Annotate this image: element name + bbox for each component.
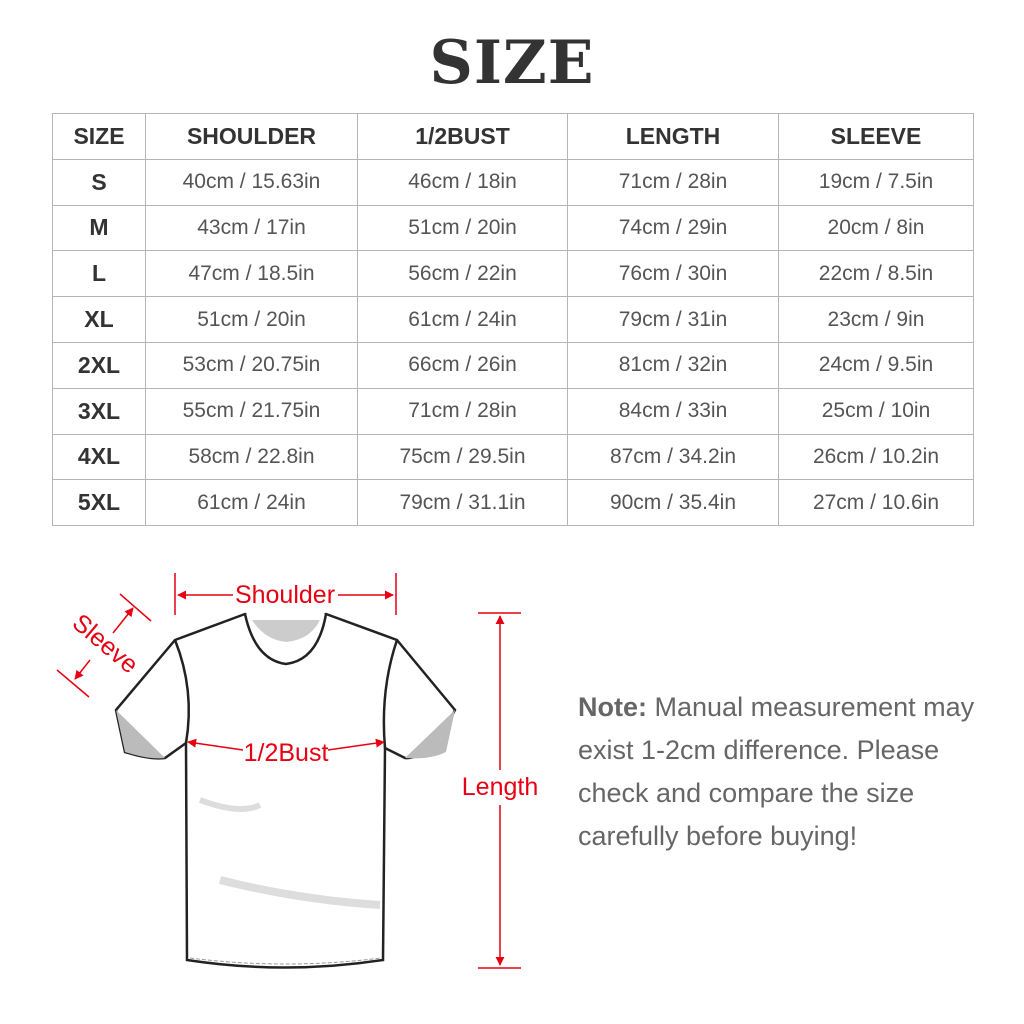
measurement-cell: 74cm / 29in bbox=[567, 204, 779, 252]
note-label: Note: bbox=[578, 692, 647, 722]
measurement-cell: 25cm / 10in bbox=[778, 387, 974, 435]
measurement-cell: 51cm / 20in bbox=[357, 204, 568, 252]
note-text: Manual measurement may exist 1-2cm diffe… bbox=[578, 692, 975, 851]
page-title: SIZE bbox=[429, 28, 595, 98]
bust-label: 1/2Bust bbox=[244, 739, 329, 767]
note: Note: Manual measurement may exist 1-2cm… bbox=[578, 686, 998, 858]
size-cell: L bbox=[52, 250, 146, 298]
table-row: 2XL 53cm / 20.75in 66cm / 26in 81cm / 32in 2… bbox=[52, 341, 974, 389]
table-row: 3XL 55cm / 21.75in 71cm / 28in 84cm / 33in 2… bbox=[52, 387, 974, 435]
measurement-cell: 24cm / 9.5in bbox=[778, 341, 974, 389]
measurement-cell: 56cm / 22in bbox=[357, 250, 568, 298]
table-row: XL 51cm / 20in 61cm / 24in 79cm / 31in 23cm … bbox=[52, 296, 974, 343]
size-table: SIZE SHOULDER 1/2BUST LENGTH SLEEVE S 40cm / … bbox=[52, 113, 974, 527]
measurement-cell: 55cm / 21.75in bbox=[145, 387, 358, 435]
column-header: SIZE bbox=[52, 113, 146, 160]
size-cell: 4XL bbox=[52, 433, 146, 481]
measurement-cell: 51cm / 20in bbox=[145, 296, 358, 343]
measurement-cell: 22cm / 8.5in bbox=[778, 250, 974, 298]
measurement-cell: 61cm / 24in bbox=[145, 479, 358, 527]
measurement-cell: 19cm / 7.5in bbox=[778, 158, 974, 206]
measurement-cell: 76cm / 30in bbox=[567, 250, 779, 298]
measurement-cell: 84cm / 33in bbox=[567, 387, 779, 435]
measurement-cell: 20cm / 8in bbox=[778, 204, 974, 252]
measurement-cell: 47cm / 18.5in bbox=[145, 250, 358, 298]
length-label: Length bbox=[462, 773, 538, 801]
table-header-row: SIZE SHOULDER 1/2BUST LENGTH SLEEVE bbox=[52, 113, 974, 160]
measurement-cell: 43cm / 17in bbox=[145, 204, 358, 252]
column-header: 1/2BUST bbox=[357, 113, 568, 160]
size-cell: 5XL bbox=[52, 479, 146, 527]
measurement-cell: 23cm / 9in bbox=[778, 296, 974, 343]
measurement-cell: 26cm / 10.2in bbox=[778, 433, 974, 481]
measurement-cell: 46cm / 18in bbox=[357, 158, 568, 206]
measurement-cell: 66cm / 26in bbox=[357, 341, 568, 389]
tshirt-icon bbox=[114, 612, 457, 969]
column-header: LENGTH bbox=[567, 113, 779, 160]
measurement-cell: 71cm / 28in bbox=[357, 387, 568, 435]
sleeve-label: Sleeve bbox=[67, 609, 144, 680]
measurement-cell: 40cm / 15.63in bbox=[145, 158, 358, 206]
measurement-cell: 75cm / 29.5in bbox=[357, 433, 568, 481]
size-cell: S bbox=[52, 158, 146, 206]
measurement-cell: 87cm / 34.2in bbox=[567, 433, 779, 481]
table-row: 5XL 61cm / 24in 79cm / 31.1in 90cm / 35.4in… bbox=[52, 479, 974, 527]
table-row: S 40cm / 15.63in 46cm / 18in 71cm / 28in 19c… bbox=[52, 158, 974, 206]
table-row: 4XL 58cm / 22.8in 75cm / 29.5in 87cm / 34.2… bbox=[52, 433, 974, 481]
measurement-cell: 79cm / 31.1in bbox=[357, 479, 568, 527]
column-header: SLEEVE bbox=[778, 113, 974, 160]
shoulder-label: Shoulder bbox=[235, 581, 335, 609]
table-row: L 47cm / 18.5in 56cm / 22in 76cm / 30in 22cm… bbox=[52, 250, 974, 298]
measurement-cell: 53cm / 20.75in bbox=[145, 341, 358, 389]
measurement-cell: 27cm / 10.6in bbox=[778, 479, 974, 527]
measurement-cell: 79cm / 31in bbox=[567, 296, 779, 343]
measurement-cell: 71cm / 28in bbox=[567, 158, 779, 206]
table-row: M 43cm / 17in 51cm / 20in 74cm / 29in 20cm /… bbox=[52, 204, 974, 252]
size-cell: 3XL bbox=[52, 387, 146, 435]
size-cell: XL bbox=[52, 296, 146, 343]
measurement-cell: 90cm / 35.4in bbox=[567, 479, 779, 527]
measurement-cell: 58cm / 22.8in bbox=[145, 433, 358, 481]
measurement-cell: 81cm / 32in bbox=[567, 341, 779, 389]
